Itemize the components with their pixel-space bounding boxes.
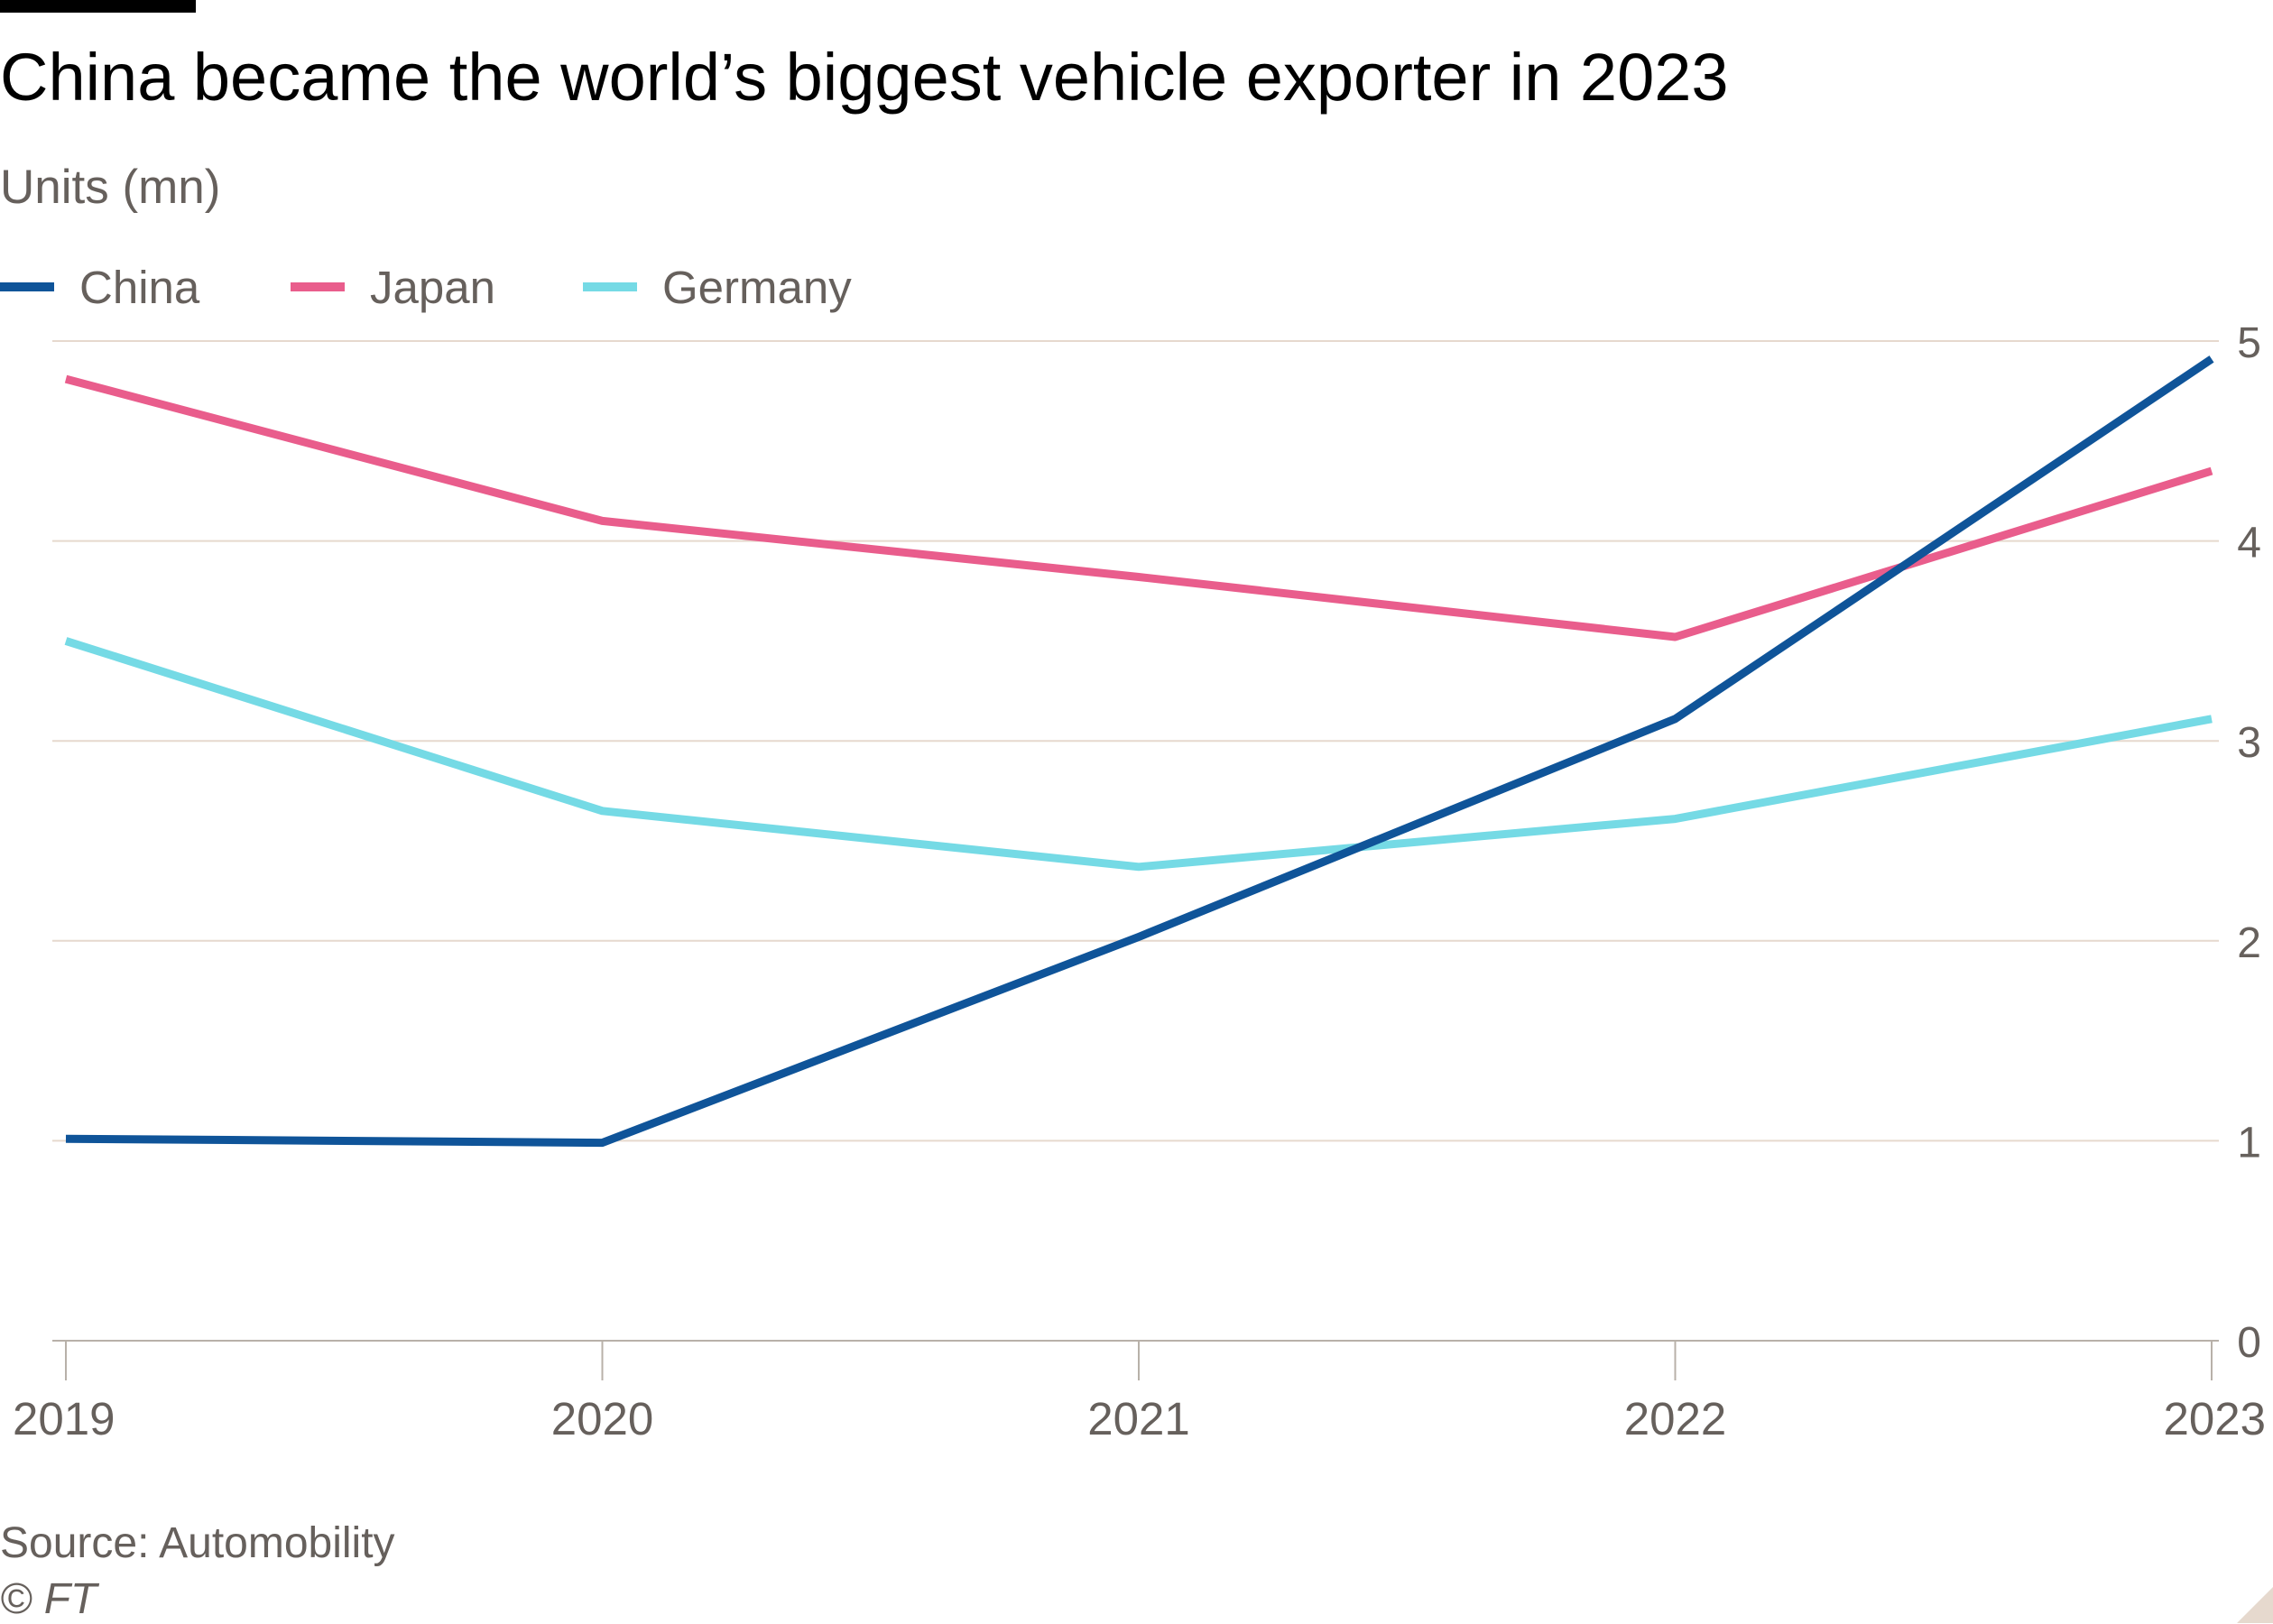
brand-bar (0, 0, 196, 13)
y-tick-label-1: 1 (2237, 1119, 2261, 1167)
legend-item-japan: Japan (291, 260, 495, 314)
x-tick-label-2021: 2021 (1087, 1393, 1189, 1444)
chart-subtitle: Units (mn) (0, 161, 221, 214)
chart-title: China became the world’s biggest vehicle… (0, 40, 1729, 115)
y-tick-label-2: 2 (2237, 919, 2261, 967)
x-tick-label-2020: 2020 (551, 1393, 653, 1444)
legend-swatch-china (0, 282, 54, 291)
source-note: Source: Automobility (0, 1519, 395, 1567)
corner-fold-icon (2237, 1587, 2273, 1623)
series-line-japan (64, 374, 2213, 641)
series-line-germany (64, 637, 2213, 872)
legend-item-germany: Germany (583, 260, 852, 314)
y-tick-label-0: 0 (2237, 1319, 2261, 1367)
x-tick-label-2022: 2022 (1624, 1393, 1726, 1444)
copyright-note: © FT (0, 1575, 97, 1623)
legend-label-germany: Germany (662, 261, 852, 313)
y-tick-label-4: 4 (2237, 520, 2261, 567)
legend-item-china: China (0, 260, 199, 314)
x-tick-label-2023: 2023 (2164, 1393, 2266, 1444)
y-tick-label-3: 3 (2237, 719, 2261, 767)
legend-label-china: China (79, 261, 200, 313)
legend-label-japan: Japan (370, 261, 495, 313)
legend-swatch-germany (583, 282, 637, 291)
y-tick-label-5: 5 (2237, 319, 2261, 367)
series-line-china (65, 355, 2214, 1148)
line-chart: 0 1 2 3 4 5 2019 2020 2021 2022 2023 (13, 319, 2266, 1444)
legend-swatch-japan (291, 282, 345, 291)
x-tick-label-2019: 2019 (13, 1393, 115, 1444)
